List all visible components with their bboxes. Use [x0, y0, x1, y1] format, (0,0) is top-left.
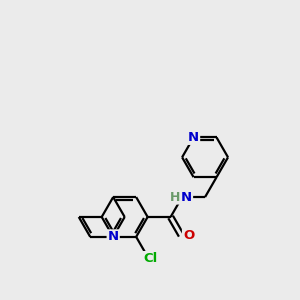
Text: N: N [108, 230, 119, 243]
Text: H: H [169, 190, 180, 204]
Text: Cl: Cl [143, 252, 157, 265]
Text: N: N [181, 190, 192, 204]
Text: O: O [183, 229, 194, 242]
Text: N: N [188, 131, 199, 144]
